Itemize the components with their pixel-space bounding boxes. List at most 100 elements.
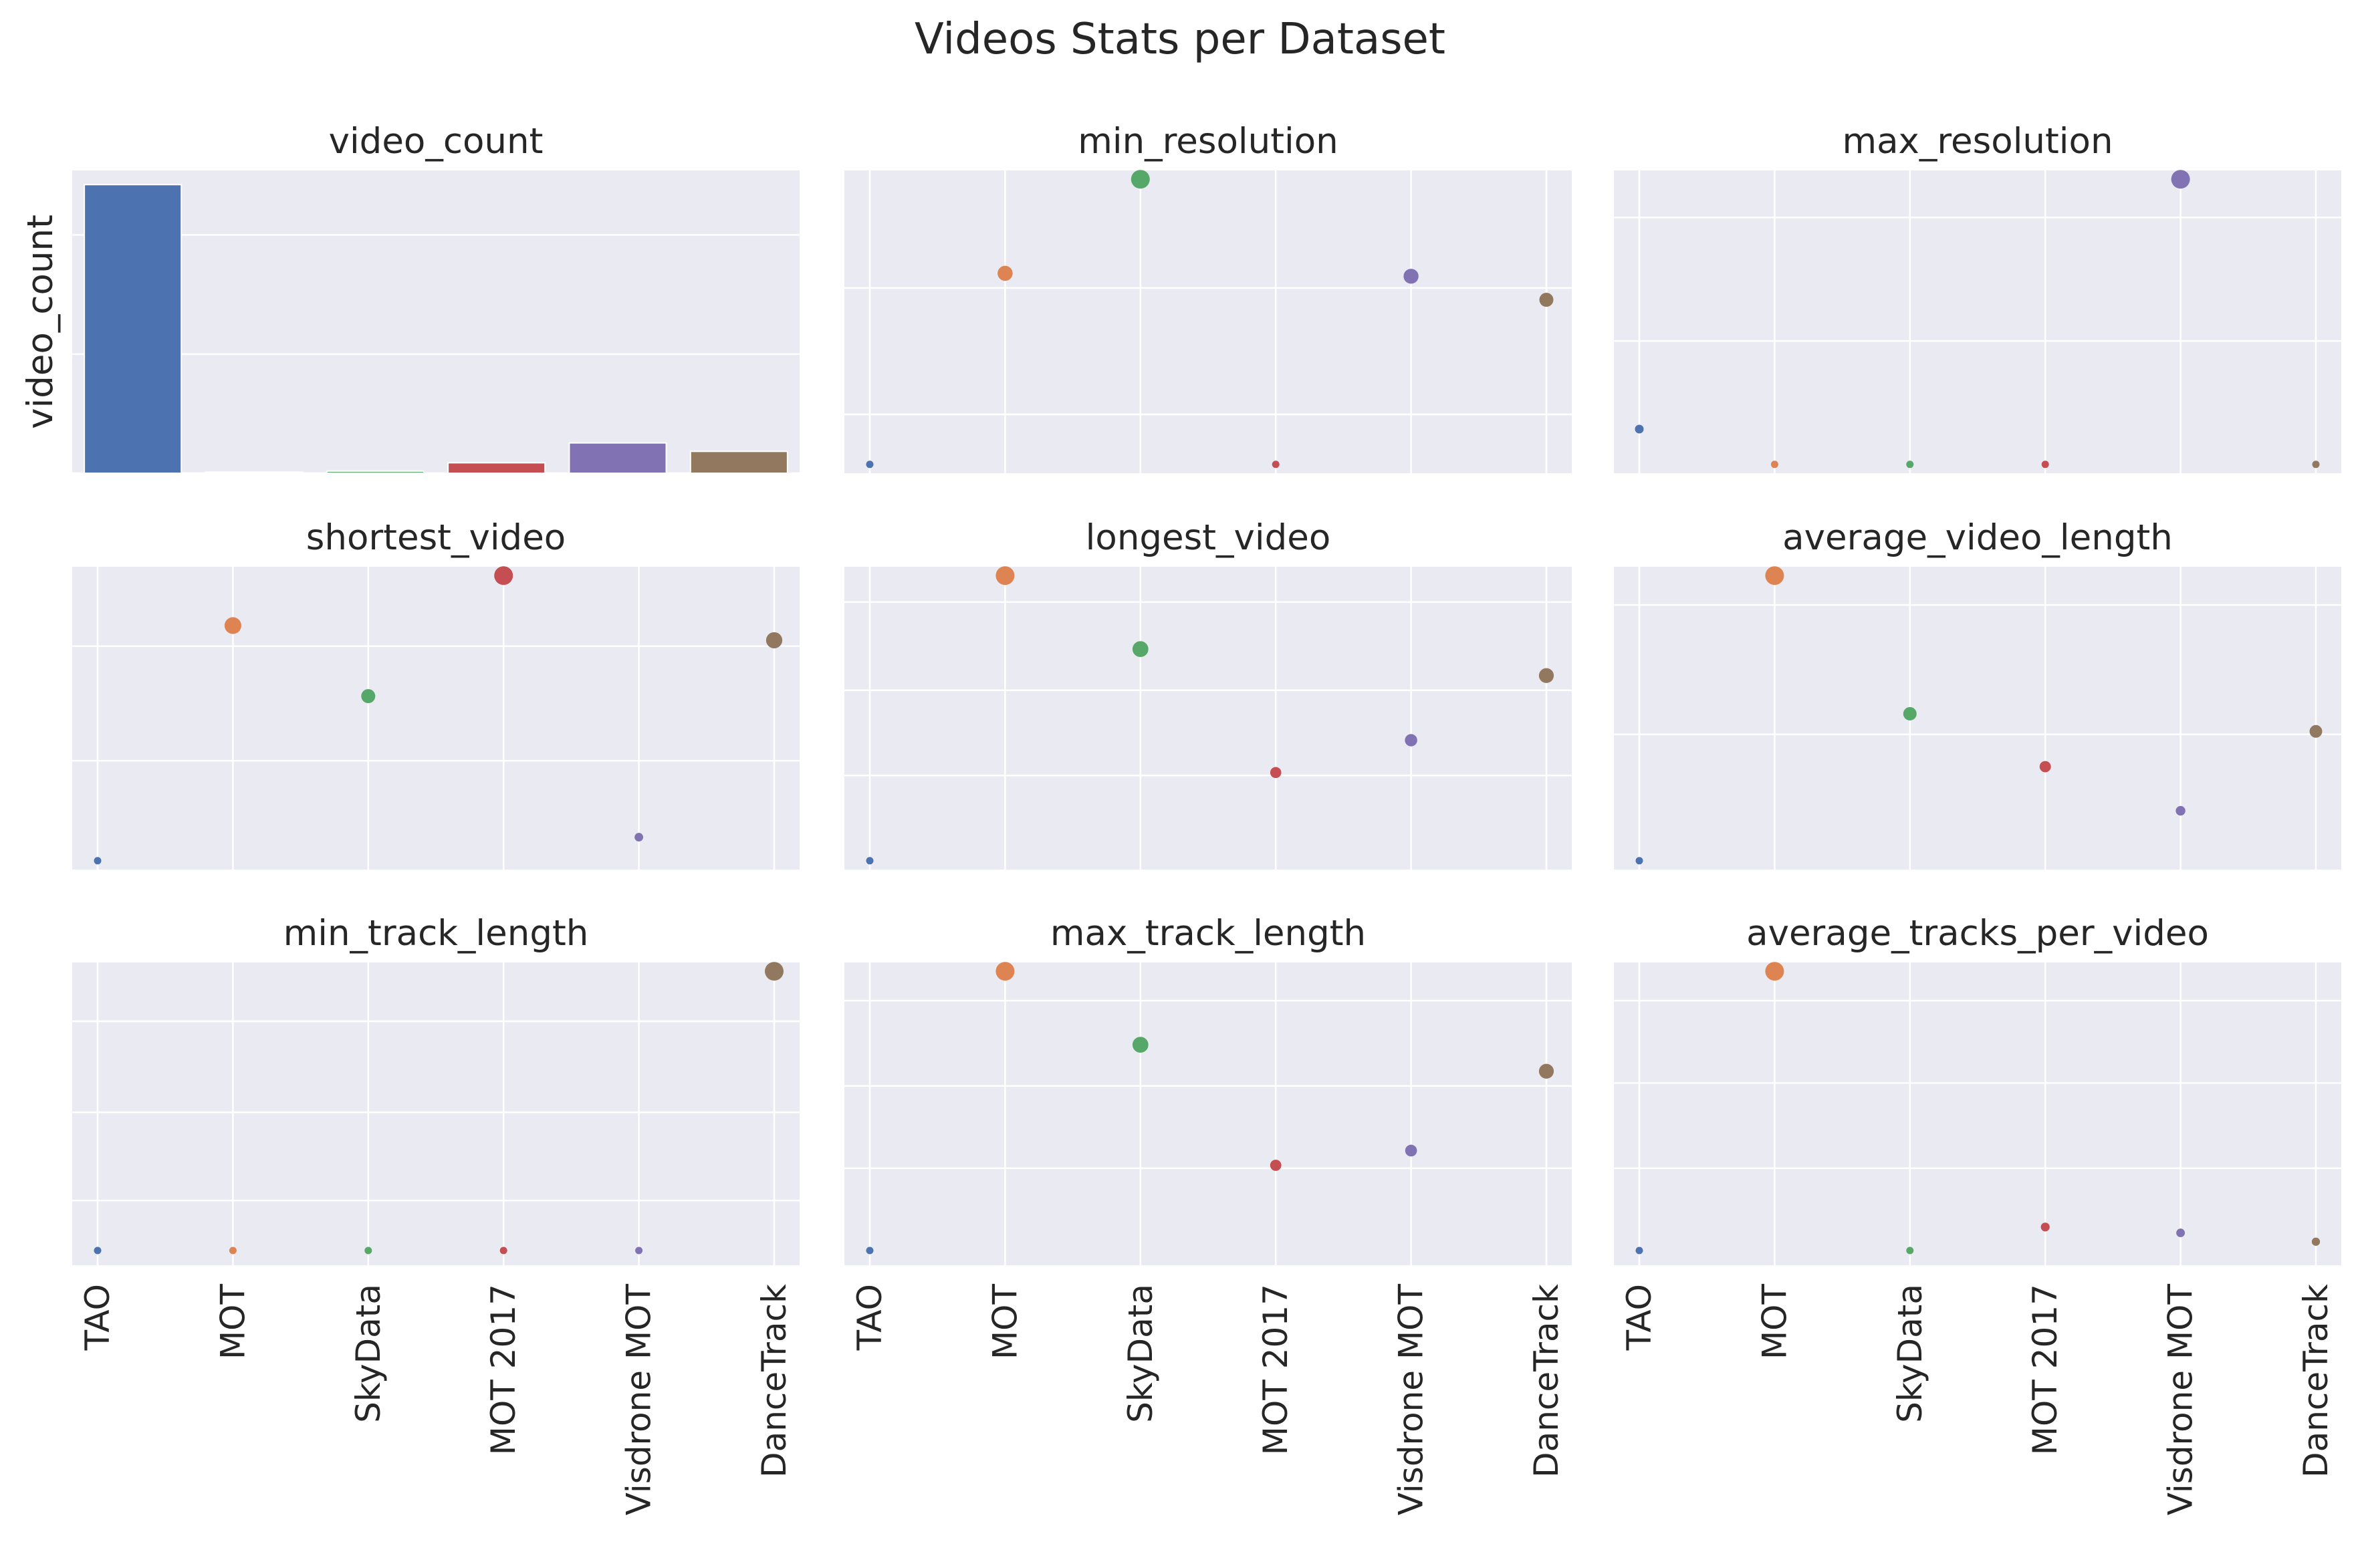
point-dancetrack — [765, 962, 784, 981]
point-mot — [224, 617, 241, 634]
panel-min-track-length: min_track_length TAO MOT SkyData MOT 2017 Vis… — [72, 913, 800, 1515]
point-dancetrack — [1539, 292, 1554, 307]
x-tick-label: MOT — [1755, 1284, 1794, 1359]
bar-dancetrack — [689, 450, 788, 474]
panel-average-video-length: average_video_length — [1614, 517, 2341, 870]
panel-shortest-video: shortest_video — [72, 517, 800, 870]
x-tick-label: DanceTrack — [2296, 1284, 2335, 1478]
plot-area — [72, 962, 800, 1265]
plot-area — [844, 962, 1572, 1265]
panel-title: longest_video — [1086, 517, 1331, 558]
panel-longest-video: longest_video — [844, 517, 1572, 870]
point-visdrone-mot — [2176, 1228, 2186, 1238]
panel-title: max_resolution — [1842, 121, 2113, 162]
point-dancetrack — [1538, 668, 1554, 683]
y-axis-label: video_count — [20, 215, 61, 429]
point-mot — [997, 265, 1013, 281]
point-mot-2017 — [1270, 1160, 1282, 1171]
bar-skydata — [326, 470, 425, 474]
plot-area — [844, 170, 1572, 473]
panel-title: average_tracks_per_video — [1746, 913, 2209, 954]
point-mot — [229, 1247, 237, 1255]
point-visdrone-mot — [634, 833, 644, 842]
point-tao — [94, 1247, 102, 1255]
point-dancetrack — [1538, 1063, 1554, 1079]
plot-area — [72, 170, 800, 473]
panel-min-resolution: min_resolution — [844, 121, 1572, 473]
point-skydata — [361, 688, 376, 704]
x-tick-label: MOT 2017 — [2026, 1284, 2064, 1455]
point-tao — [866, 1247, 874, 1255]
point-tao — [94, 857, 102, 865]
x-tick-label: SkyData — [1891, 1284, 1929, 1423]
bar-tao — [84, 184, 183, 474]
point-tao — [866, 857, 874, 865]
x-tick-label: MOT 2017 — [484, 1284, 523, 1455]
x-tick-label: Visdrone MOT — [2161, 1284, 2200, 1516]
point-visdrone-mot — [2171, 170, 2190, 189]
plot-area — [844, 567, 1572, 870]
point-mot-2017 — [494, 566, 513, 585]
x-tick-label: Visdrone MOT — [1392, 1284, 1431, 1516]
x-tick-label: DanceTrack — [755, 1284, 794, 1478]
x-tick-label: TAO — [78, 1284, 117, 1351]
point-tao — [866, 461, 874, 469]
x-tick-label: MOT 2017 — [1256, 1284, 1295, 1455]
x-tick-label: SkyData — [1121, 1284, 1160, 1423]
plot-area — [1614, 962, 2341, 1265]
panel-max-resolution: max_resolution — [1614, 121, 2341, 473]
point-mot-2017 — [1270, 767, 1282, 779]
x-tick-label: Visdrone MOT — [620, 1284, 659, 1516]
point-visdrone-mot — [1405, 734, 1417, 747]
point-mot-2017 — [499, 1247, 507, 1255]
point-tao — [1635, 857, 1643, 865]
point-dancetrack — [2311, 1237, 2321, 1246]
x-tick-label: DanceTrack — [1527, 1284, 1566, 1478]
panel-average-tracks-per-video: average_tracks_per_video TAO MOT SkyData MOT… — [1614, 913, 2341, 1515]
point-visdrone-mot — [1403, 269, 1419, 284]
figure-title: Videos Stats per Dataset — [915, 15, 1445, 64]
point-mot-2017 — [2039, 761, 2051, 773]
point-mot — [1770, 461, 1778, 469]
point-mot — [1765, 566, 1784, 585]
x-tick-label: SkyData — [349, 1284, 388, 1423]
point-dancetrack — [2312, 461, 2320, 469]
x-tick-label: TAO — [1620, 1284, 1659, 1351]
point-mot — [995, 962, 1015, 981]
plot-area — [1614, 567, 2341, 870]
point-skydata — [364, 1247, 372, 1255]
point-mot — [995, 566, 1015, 585]
point-dancetrack — [2309, 725, 2323, 738]
panel-title: min_resolution — [1078, 121, 1338, 162]
bar-mot — [205, 471, 304, 474]
point-mot-2017 — [2040, 1222, 2050, 1232]
bar-mot-2017 — [447, 462, 546, 474]
x-tick-label: MOT — [985, 1284, 1024, 1359]
point-skydata — [1131, 170, 1150, 189]
bar-visdrone-mot — [568, 442, 667, 475]
panel-title: average_video_length — [1782, 517, 2173, 558]
plot-area — [1614, 170, 2341, 473]
x-tick-label: MOT — [213, 1284, 252, 1359]
point-dancetrack — [765, 632, 783, 649]
panel-title: shortest_video — [306, 517, 566, 558]
panel-title: video_count — [329, 121, 544, 162]
point-visdrone-mot — [2175, 805, 2186, 816]
panels: video_count video_count min_resolution max_… — [20, 121, 2341, 1515]
point-skydata — [1132, 641, 1149, 658]
point-mot-2017 — [1272, 461, 1280, 469]
x-tick-label: TAO — [850, 1284, 889, 1351]
point-skydata — [1903, 706, 1917, 721]
point-visdrone-mot — [1405, 1144, 1417, 1157]
point-tao — [1635, 1247, 1643, 1255]
panel-max-track-length: max_track_length TAO MOT SkyData MOT 2017 Vis… — [844, 913, 1572, 1515]
point-visdrone-mot — [635, 1247, 643, 1255]
point-mot — [1765, 962, 1784, 981]
panel-title: min_track_length — [283, 913, 589, 954]
plot-area — [72, 567, 800, 870]
panel-title: max_track_length — [1050, 913, 1366, 954]
point-tao — [1635, 424, 1644, 434]
point-mot-2017 — [2041, 461, 2049, 469]
point-skydata — [1906, 1247, 1914, 1255]
